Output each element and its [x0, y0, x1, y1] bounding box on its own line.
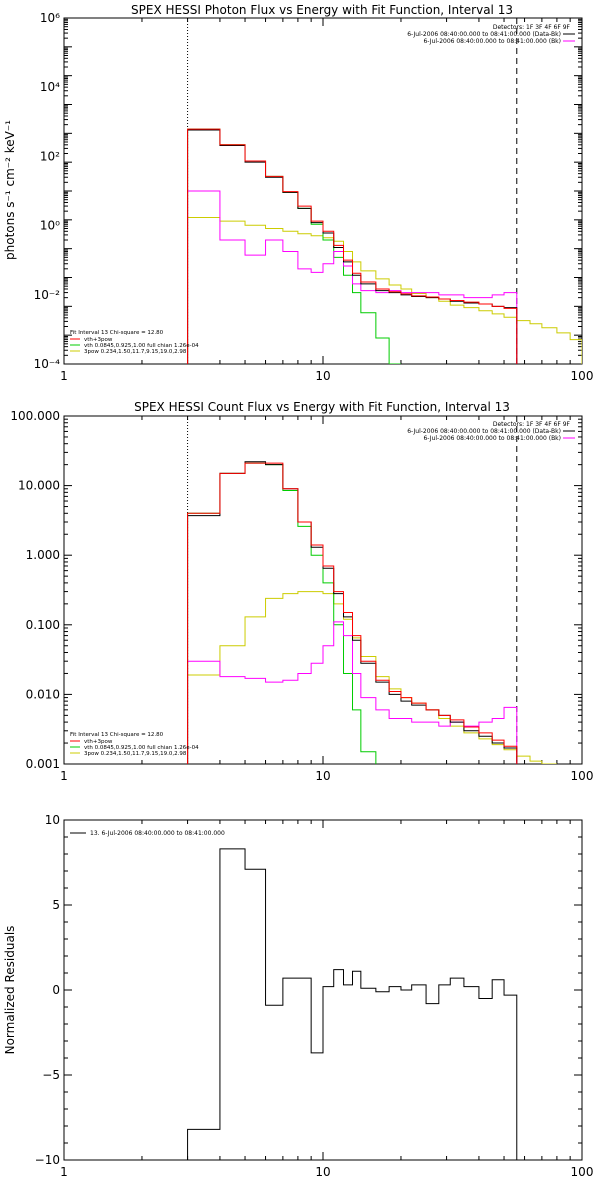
count-flux-fit-interval-label: Fit Interval 13 Chi-square = 12.80 — [70, 732, 164, 738]
residuals-y-tick-label: 5 — [52, 898, 60, 912]
count-flux-detectors-label: Detectors: 1F 3F 4F 6F 9F — [493, 421, 571, 428]
residuals-y-tick-label: −5 — [42, 1068, 60, 1082]
photon-flux-detectors-label: Detectors: 1F 3F 4F 6F 9F — [493, 24, 571, 31]
count-flux-data-bk-label: 6-Jul-2006 08:40:00.000 to 08:41:00.000 … — [407, 428, 561, 435]
photon-flux-title: SPEX HESSI Photon Flux vs Energy with Fi… — [131, 3, 513, 17]
photon-flux-series-power-law-component — [187, 217, 582, 364]
count-flux-plot-area: 1 10 100 0.001 0.010 0.100 1.000 10.000 100.000 — [10, 409, 593, 783]
residuals-ylabel: Normalized Residuals — [3, 926, 17, 1055]
count-flux-fit-total-label: vth+3pow — [84, 739, 113, 745]
count-flux-x-tick-label: 100 — [571, 769, 594, 783]
photon-flux-x-tick-label: 10 — [315, 369, 330, 383]
count-flux-x-ticks: 1 10 100 — [60, 416, 593, 783]
photon-flux-y-ticks: 10⁻⁴ 10⁻² 10⁰ 10² 10⁴ 10⁶ — [34, 11, 582, 371]
count-flux-y-ticks: 0.001 0.010 0.100 1.000 10.000 100.000 — [10, 409, 582, 771]
photon-flux-y-tick-label: 10⁻² — [34, 288, 61, 302]
residuals-x-tick-label: 1 — [60, 1165, 68, 1179]
photon-flux-series-fit-total — [187, 128, 518, 364]
photon-flux-y-tick-label: 10⁶ — [40, 11, 60, 25]
count-flux-series-data-bk — [187, 461, 518, 764]
residuals-plot-area: 1 10 100 −10 −5 0 5 10 — [35, 813, 594, 1179]
photon-flux-bk-label: 6-Jul-2006 08:40:00.000 to 08:41:00.000 … — [423, 38, 561, 45]
photon-flux-y-tick-label: 10⁻⁴ — [34, 357, 61, 371]
count-flux-x-tick-label: 10 — [315, 769, 330, 783]
count-flux-y-tick-label: 0.100 — [26, 618, 60, 632]
residuals-y-ticks: −10 −5 0 5 10 — [35, 813, 582, 1167]
count-flux-bk-label: 6-Jul-2006 08:40:00.000 to 08:41:00.000 … — [423, 435, 561, 442]
photon-flux-fit-interval-label: Fit Interval 13 Chi-square = 12.80 — [70, 330, 164, 336]
photon-flux-3pow-label: 3pow 0.234,1.50,11.7,9.15,19.0,2.98 — [84, 349, 187, 355]
count-flux-panel: SPEX HESSI Count Flux vs Energy with Fit… — [10, 400, 593, 783]
count-flux-y-tick-label: 0.010 — [26, 687, 60, 701]
count-flux-3pow-label: 3pow 0.234,1.50,11.7,9.15,19.0,2.98 — [84, 751, 187, 757]
photon-flux-series-background — [187, 190, 518, 364]
photon-flux-data-bk-label: 6-Jul-2006 08:40:00.000 to 08:41:00.000 … — [407, 31, 561, 38]
photon-flux-y-tick-label: 10² — [40, 149, 60, 163]
photon-flux-series-group — [187, 128, 582, 364]
count-flux-y-tick-label: 100.000 — [10, 409, 60, 423]
photon-flux-fit-total-label: vth+3pow — [84, 337, 113, 343]
photon-flux-x-ticks: 1 10 100 — [60, 18, 593, 383]
photon-flux-y-tick-label: 10⁰ — [40, 219, 60, 233]
count-flux-legend-bottom: Fit Interval 13 Chi-square = 12.80 vth+3… — [70, 732, 199, 757]
count-flux-x-tick-label: 1 — [60, 769, 68, 783]
residuals-panel: 1 10 100 −10 −5 0 5 10 Normalized Residuals 13.… — [3, 813, 593, 1179]
residuals-series-group — [187, 848, 518, 1160]
photon-flux-y-tick-label: 10⁴ — [40, 80, 60, 94]
count-flux-series-fit-total — [187, 462, 518, 764]
photon-flux-legend-top: Detectors: 1F 3F 4F 6F 9F 6-Jul-2006 08:… — [407, 24, 575, 45]
residuals-y-tick-label: −10 — [35, 1153, 60, 1167]
residuals-legend-label: 13. 6-Jul-2006 08:40:00.000 to 08:41:00.… — [90, 830, 225, 837]
photon-flux-ylabel: photons s⁻¹ cm⁻² keV⁻¹ — [3, 120, 17, 260]
count-flux-vth-label: vth 0.0845,0.925,1.00 full chian 1.26e-0… — [84, 745, 199, 751]
count-flux-title: SPEX HESSI Count Flux vs Energy with Fit… — [134, 400, 510, 414]
count-flux-y-tick-label: 0.001 — [26, 757, 60, 771]
photon-flux-x-tick-label: 100 — [571, 369, 594, 383]
count-flux-series-group — [187, 461, 557, 764]
residuals-x-ticks: 1 10 100 — [60, 820, 593, 1179]
residuals-y-tick-label: 0 — [52, 983, 60, 997]
residuals-x-tick-label: 100 — [571, 1165, 594, 1179]
count-flux-y-tick-label: 10.000 — [18, 479, 60, 493]
residuals-x-tick-label: 10 — [315, 1165, 330, 1179]
count-flux-y-tick-label: 1.000 — [26, 548, 60, 562]
count-flux-series-background — [187, 621, 518, 764]
residuals-y-tick-label: 10 — [45, 813, 60, 827]
count-flux-legend-top: Detectors: 1F 3F 4F 6F 9F 6-Jul-2006 08:… — [407, 421, 575, 442]
residuals-legend: 13. 6-Jul-2006 08:40:00.000 to 08:41:00.… — [70, 830, 225, 837]
photon-flux-panel: SPEX HESSI Photon Flux vs Energy with Fi… — [3, 3, 593, 383]
photon-flux-series-data-bk — [187, 129, 518, 364]
photon-flux-x-tick-label: 1 — [60, 369, 68, 383]
photon-flux-vth-label: vth 0.0845,0.925,1.00 full chian 1.26e-0… — [84, 343, 199, 349]
residuals-series-data-bk — [187, 848, 518, 1160]
photon-flux-plot-area: 1 10 100 10⁻⁴ 10⁻² 10⁰ 10² 10⁴ 10⁶ — [34, 11, 594, 383]
photon-flux-legend-bottom: Fit Interval 13 Chi-square = 12.80 vth+3… — [70, 330, 199, 355]
